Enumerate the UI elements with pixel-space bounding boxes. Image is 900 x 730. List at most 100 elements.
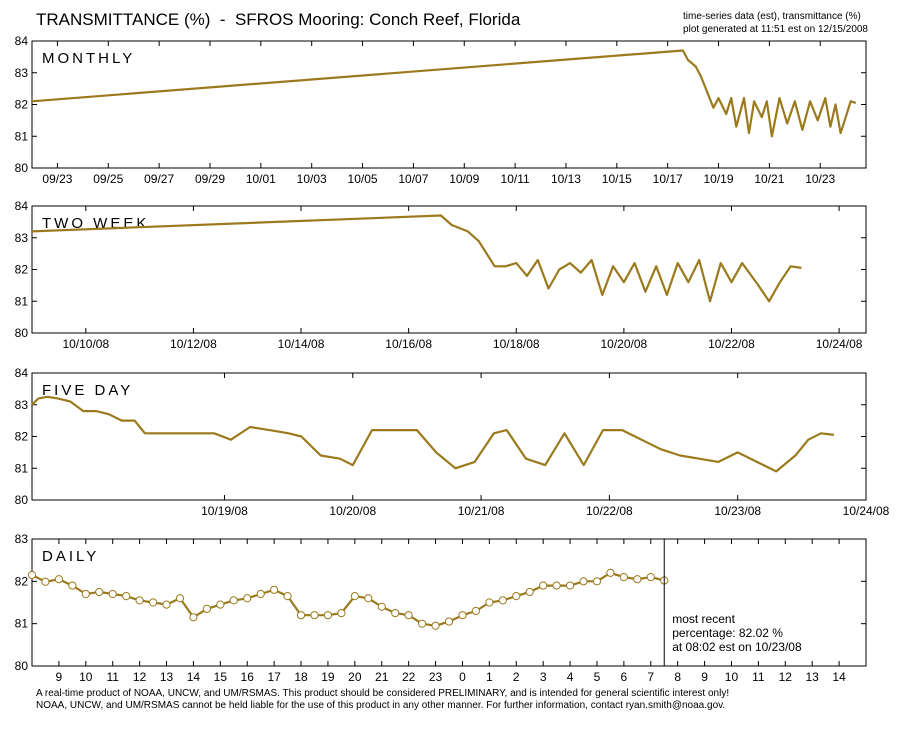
x-tick-label: 12 (133, 670, 147, 684)
data-point (471, 606, 481, 616)
panel-five-day: 80 81 82 83 84 10/19/08 10/20/08 10/21/08 10/22/… (15, 366, 890, 518)
x-tick-label: 10/17 (653, 172, 683, 186)
data-point (68, 581, 77, 590)
x-tick-label: 10/03 (297, 172, 327, 186)
chart-title: TRANSMITTANCE (%) - SFROS Mooring: Conch… (36, 10, 521, 29)
data-point (337, 608, 346, 618)
y-tick-label: 83 (15, 66, 29, 80)
data-point (256, 589, 265, 599)
data-point (148, 598, 158, 607)
data-point (606, 568, 615, 577)
x-tick-label: 10/12/08 (170, 337, 217, 351)
data-point (377, 602, 386, 611)
x-tick-label: 10/01 (246, 172, 276, 186)
data-point (243, 594, 252, 603)
data-point (189, 613, 198, 622)
x-tick-label: 10/21 (754, 172, 784, 186)
meta-line-1: time-series data (est), transmittance (%… (683, 11, 861, 22)
x-tick-label: 09/25 (93, 172, 123, 186)
y-tick-label: 80 (15, 326, 29, 340)
x-tick-label: 10 (79, 670, 93, 684)
x-tick-label: 14 (187, 670, 201, 684)
data-point (41, 577, 50, 586)
x-tick-label: 10/09 (449, 172, 479, 186)
data-point (444, 617, 454, 626)
x-tick-label: 1 (486, 670, 493, 684)
y-tick-label: 82 (15, 98, 29, 112)
data-point (202, 604, 211, 613)
panel-label-five-day: FIVE DAY (42, 382, 133, 399)
panel-two-week: 80 81 82 83 84 10/10/08 10/12/08 10/14/08 10/16/… (15, 199, 867, 351)
x-tick-label: 21 (375, 670, 389, 684)
panel-monthly: 80 81 82 83 84 09/23 09/25 09/27 09/29 10/01 10/03… (15, 34, 867, 186)
data-point (296, 611, 306, 620)
series-line (31, 214, 802, 303)
x-tick-label: 10/14/08 (278, 337, 325, 351)
y-tick-label: 80 (15, 161, 29, 175)
y-tick-label: 81 (15, 294, 29, 308)
x-tick-label: 7 (647, 670, 654, 684)
data-point (498, 596, 507, 605)
data-point (175, 594, 185, 603)
x-tick-label: 10/22/08 (708, 337, 755, 351)
x-tick-label: 10/18/08 (493, 337, 540, 351)
data-point (122, 592, 131, 601)
data-point (633, 575, 642, 584)
x-tick-label: 10/13 (551, 172, 581, 186)
data-point (525, 587, 534, 597)
x-tick-label: 19 (321, 670, 335, 684)
meta-line-2: plot generated at 11:51 est on 12/15/200… (683, 24, 868, 35)
x-tick-label: 10/20/08 (329, 504, 376, 518)
x-tick-label: 9 (701, 670, 708, 684)
most-recent-time: at 08:02 est on 10/23/08 (672, 640, 802, 654)
data-point (539, 581, 548, 590)
x-tick-label: 15 (214, 670, 228, 684)
x-tick-label: 8 (674, 670, 681, 684)
x-tick-label: 10/11 (501, 172, 530, 186)
data-point (431, 621, 440, 630)
x-tick-label: 13 (160, 670, 174, 684)
data-point (417, 619, 427, 628)
data-point (81, 589, 90, 599)
x-tick-label: 11 (106, 670, 119, 684)
most-recent-label: most recent (672, 612, 735, 626)
panel-label-monthly: MONTHLY (42, 50, 135, 67)
data-point (162, 600, 171, 609)
footer-disclaimer: A real-time product of NOAA, UNCW, and U… (36, 688, 730, 699)
footer-liability: NOAA, UNCW, and UM/RSMAS cannot be held … (36, 700, 726, 711)
x-tick-label: 18 (294, 670, 308, 684)
data-point (229, 596, 238, 605)
x-tick-label: 17 (267, 670, 281, 684)
x-tick-label: 20 (348, 670, 362, 684)
y-tick-label: 80 (15, 659, 29, 673)
data-point (565, 581, 575, 590)
x-tick-label: 10/20/08 (601, 337, 648, 351)
y-tick-label: 81 (15, 617, 29, 631)
x-tick-label: 12 (779, 670, 793, 684)
plot-frame (31, 40, 867, 169)
series-line (31, 49, 857, 138)
x-tick-label: 10/15 (602, 172, 632, 186)
data-point (364, 594, 373, 603)
data-point (270, 585, 279, 594)
x-tick-label: 2 (513, 670, 520, 684)
data-point (485, 598, 494, 607)
panel-label-daily: DAILY (42, 548, 99, 565)
x-tick-label: 10/24/08 (816, 337, 863, 351)
data-point (216, 600, 225, 609)
x-tick-label: 10/23 (805, 172, 835, 186)
x-tick-label: 10/19 (704, 172, 734, 186)
x-tick-label: 3 (540, 670, 547, 684)
data-point (512, 592, 521, 601)
y-tick-label: 83 (15, 231, 29, 245)
data-point (579, 577, 588, 586)
y-tick-label: 83 (15, 532, 29, 546)
x-tick-label: 16 (241, 670, 255, 684)
series-line (31, 395, 835, 473)
data-point (54, 575, 64, 584)
y-tick-label: 84 (15, 366, 29, 380)
x-tick-label: 10/24/08 (843, 504, 890, 518)
x-tick-label: 09/29 (195, 172, 225, 186)
x-tick-label: 10/05 (348, 172, 378, 186)
